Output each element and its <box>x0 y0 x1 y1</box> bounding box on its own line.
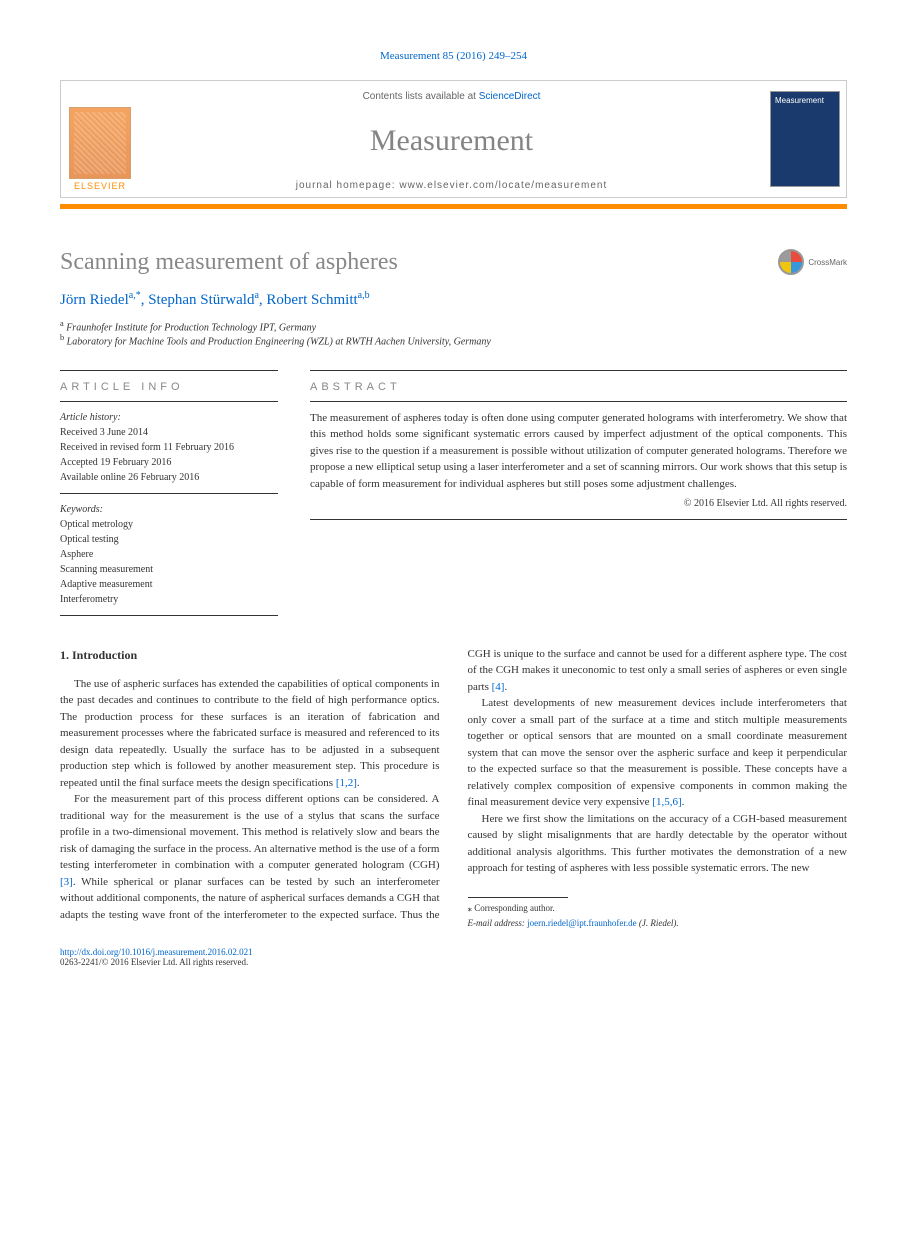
intro-heading: 1. Introduction <box>60 646 440 664</box>
email-suffix: (J. Riedel). <box>637 918 679 928</box>
keyword-1: Optical metrology <box>60 517 278 532</box>
paragraph-3: Latest developments of new measurement d… <box>468 695 848 811</box>
journal-header: ELSEVIER Contents lists available at Sci… <box>60 80 847 198</box>
affiliations: a Fraunhofer Institute for Production Te… <box>60 319 847 348</box>
cover-thumbnail: Measurement <box>770 91 840 187</box>
homepage-line: journal homepage: www.elsevier.com/locat… <box>147 180 756 191</box>
author-2-affil: a <box>254 290 258 301</box>
footnote-block: ⁎ Corresponding author. E-mail address: … <box>468 897 848 931</box>
ref-3[interactable]: [3] <box>60 876 73 888</box>
article-history: Article history: Received 3 June 2014 Re… <box>60 401 278 493</box>
issn-line: 0263-2241/© 2016 Elsevier Ltd. All right… <box>60 957 847 967</box>
keyword-6: Interferometry <box>60 592 278 607</box>
author-1[interactable]: Jörn Riedel <box>60 292 129 308</box>
history-online: Available online 26 February 2016 <box>60 470 278 485</box>
para2a-text: For the measurement part of this process… <box>60 793 440 871</box>
journal-name: Measurement <box>147 124 756 158</box>
journal-cover: Measurement <box>764 81 846 197</box>
para1-text: The use of aspheric surfaces has extende… <box>60 678 440 789</box>
contents-prefix: Contents lists available at <box>363 91 479 102</box>
elsevier-tree-icon <box>69 107 131 179</box>
author-3[interactable]: Robert Schmitt <box>266 292 357 308</box>
abstract-text: The measurement of aspheres today is oft… <box>310 401 847 521</box>
crossmark-label: CrossMark <box>808 258 847 267</box>
doi-line: http://dx.doi.org/10.1016/j.measurement.… <box>60 947 847 957</box>
footnote-rule <box>468 897 568 898</box>
email-line: E-mail address: joern.riedel@ipt.fraunho… <box>468 917 848 931</box>
abstract-body: The measurement of aspheres today is oft… <box>310 412 847 490</box>
keywords-label: Keywords: <box>60 502 278 517</box>
header-citation: Measurement 85 (2016) 249–254 <box>60 50 847 62</box>
ref-4[interactable]: [4] <box>492 681 505 693</box>
affiliation-a: Fraunhofer Institute for Production Tech… <box>66 322 316 333</box>
history-accepted: Accepted 19 February 2016 <box>60 455 278 470</box>
ref-1-2[interactable]: [1,2] <box>336 777 357 789</box>
corresponding-author: ⁎ Corresponding author. <box>468 902 848 916</box>
author-1-affil: a,* <box>129 290 141 301</box>
ref-1-5-6[interactable]: [1,5,6] <box>652 796 681 808</box>
para3-text: Latest developments of new measurement d… <box>468 697 848 808</box>
keyword-3: Asphere <box>60 547 278 562</box>
keywords-block: Keywords: Optical metrology Optical test… <box>60 493 278 616</box>
author-3-affil: a,b <box>358 290 370 301</box>
crossmark-icon <box>778 249 804 275</box>
author-2[interactable]: Stephan Stürwald <box>148 292 254 308</box>
article-info-column: ARTICLE INFO Article history: Received 3… <box>60 370 278 616</box>
author-email[interactable]: joern.riedel@ipt.fraunhofer.de <box>527 918 637 928</box>
orange-divider <box>60 204 847 209</box>
history-revised: Received in revised form 11 February 201… <box>60 440 278 455</box>
keyword-5: Adaptive measurement <box>60 577 278 592</box>
paragraph-1: The use of aspheric surfaces has extende… <box>60 676 440 792</box>
abstract-heading: ABSTRACT <box>310 371 847 401</box>
body-text: 1. Introduction The use of aspheric surf… <box>60 646 847 931</box>
crossmark-badge[interactable]: CrossMark <box>778 249 847 275</box>
history-received: Received 3 June 2014 <box>60 425 278 440</box>
doi-link[interactable]: http://dx.doi.org/10.1016/j.measurement.… <box>60 947 253 957</box>
elsevier-logo: ELSEVIER <box>61 81 139 197</box>
paragraph-4: Here we first show the limitations on th… <box>468 811 848 877</box>
homepage-url[interactable]: www.elsevier.com/locate/measurement <box>399 180 607 191</box>
history-label: Article history: <box>60 410 278 425</box>
keyword-4: Scanning measurement <box>60 562 278 577</box>
publisher-name: ELSEVIER <box>74 181 126 191</box>
homepage-prefix: journal homepage: <box>296 180 400 191</box>
abstract-copyright: © 2016 Elsevier Ltd. All rights reserved… <box>310 496 847 511</box>
abstract-column: ABSTRACT The measurement of aspheres tod… <box>310 370 847 616</box>
article-info-heading: ARTICLE INFO <box>60 371 278 401</box>
email-label: E-mail address: <box>468 918 528 928</box>
sciencedirect-link[interactable]: ScienceDirect <box>479 91 541 102</box>
contents-line: Contents lists available at ScienceDirec… <box>147 91 756 102</box>
affiliation-b: Laboratory for Machine Tools and Product… <box>67 337 491 348</box>
article-title: Scanning measurement of aspheres <box>60 249 398 276</box>
authors-line: Jörn Riedela,*, Stephan Stürwalda, Rober… <box>60 290 847 309</box>
keyword-2: Optical testing <box>60 532 278 547</box>
